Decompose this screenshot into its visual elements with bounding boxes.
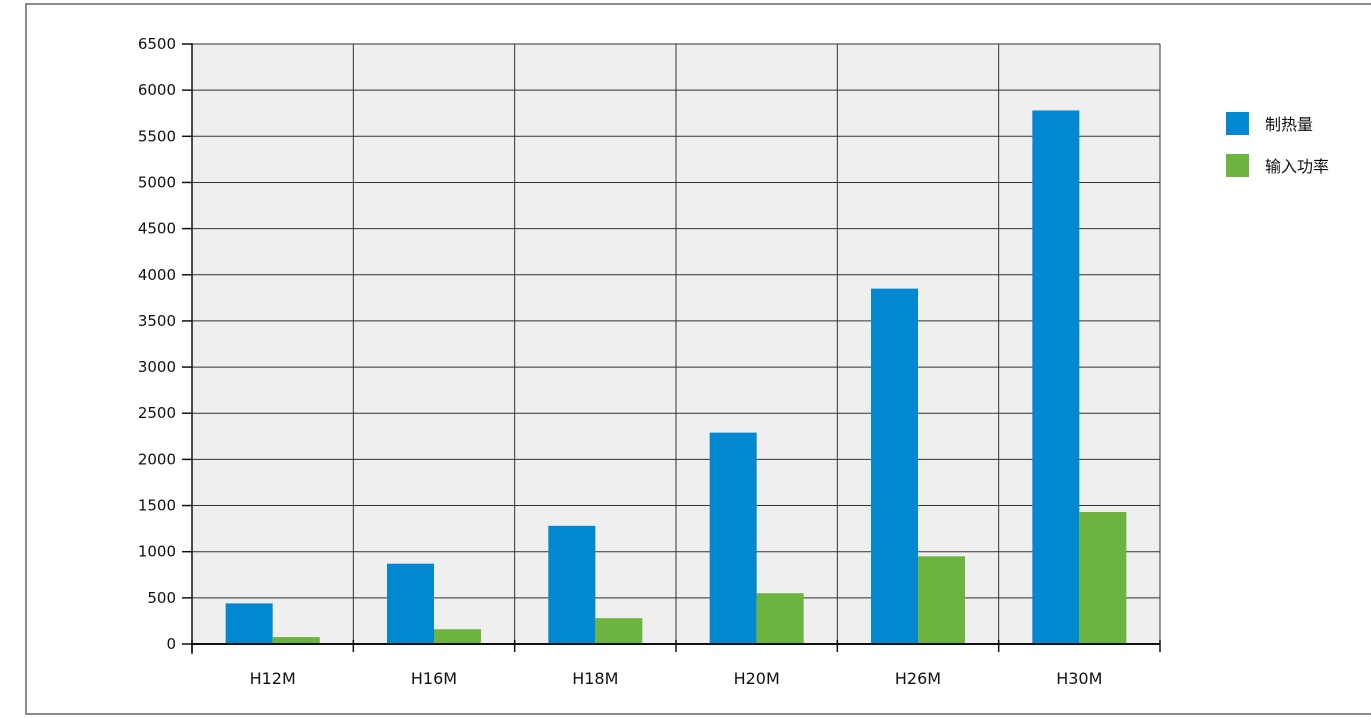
bar-series-1 [1032,110,1080,644]
bar-series-2 [434,629,481,644]
bar-series-2 [756,593,804,644]
bar-series-2 [595,618,643,644]
y-tick-label: 3000 [138,358,176,376]
y-tick-label: 4000 [138,266,176,284]
x-tick-label: H30M [1056,669,1102,688]
legend-label: 制热量 [1265,115,1313,134]
y-tick-label: 0 [166,635,176,653]
bar-series-2 [1079,512,1127,644]
x-tick-label: H26M [895,669,941,688]
y-tick-label: 1000 [138,543,176,561]
bar-series-1 [709,432,757,644]
bar-series-1 [387,563,434,644]
y-tick-label: 3500 [138,312,176,330]
y-tick-label: 5000 [138,173,176,191]
legend-swatch [1226,154,1249,177]
x-tick-label: H12M [250,669,296,688]
x-tick-label: H18M [572,669,618,688]
legend-swatch [1226,112,1249,135]
y-tick-label: 5500 [138,127,176,145]
y-tick-label: 2000 [138,450,176,468]
bar-series-1 [871,288,918,644]
bar-series-1 [548,525,596,644]
y-tick-label: 4500 [138,220,176,238]
y-tick-label: 500 [147,589,176,607]
bar-series-1 [225,603,273,644]
x-tick-label: H16M [411,669,457,688]
bar-series-2 [918,556,965,644]
y-tick-label: 1500 [138,497,176,515]
legend-label: 输入功率 [1265,157,1329,176]
y-tick-label: 2500 [138,404,176,422]
bar-series-2 [272,637,320,644]
x-tick-label: H20M [734,669,780,688]
plot-area: 0 500 1000 1500 2000 2500 3000 3500 4000 4500 5000… [138,35,1161,688]
y-tick-label: 6500 [138,35,176,53]
y-tick-label: 6000 [138,81,176,99]
